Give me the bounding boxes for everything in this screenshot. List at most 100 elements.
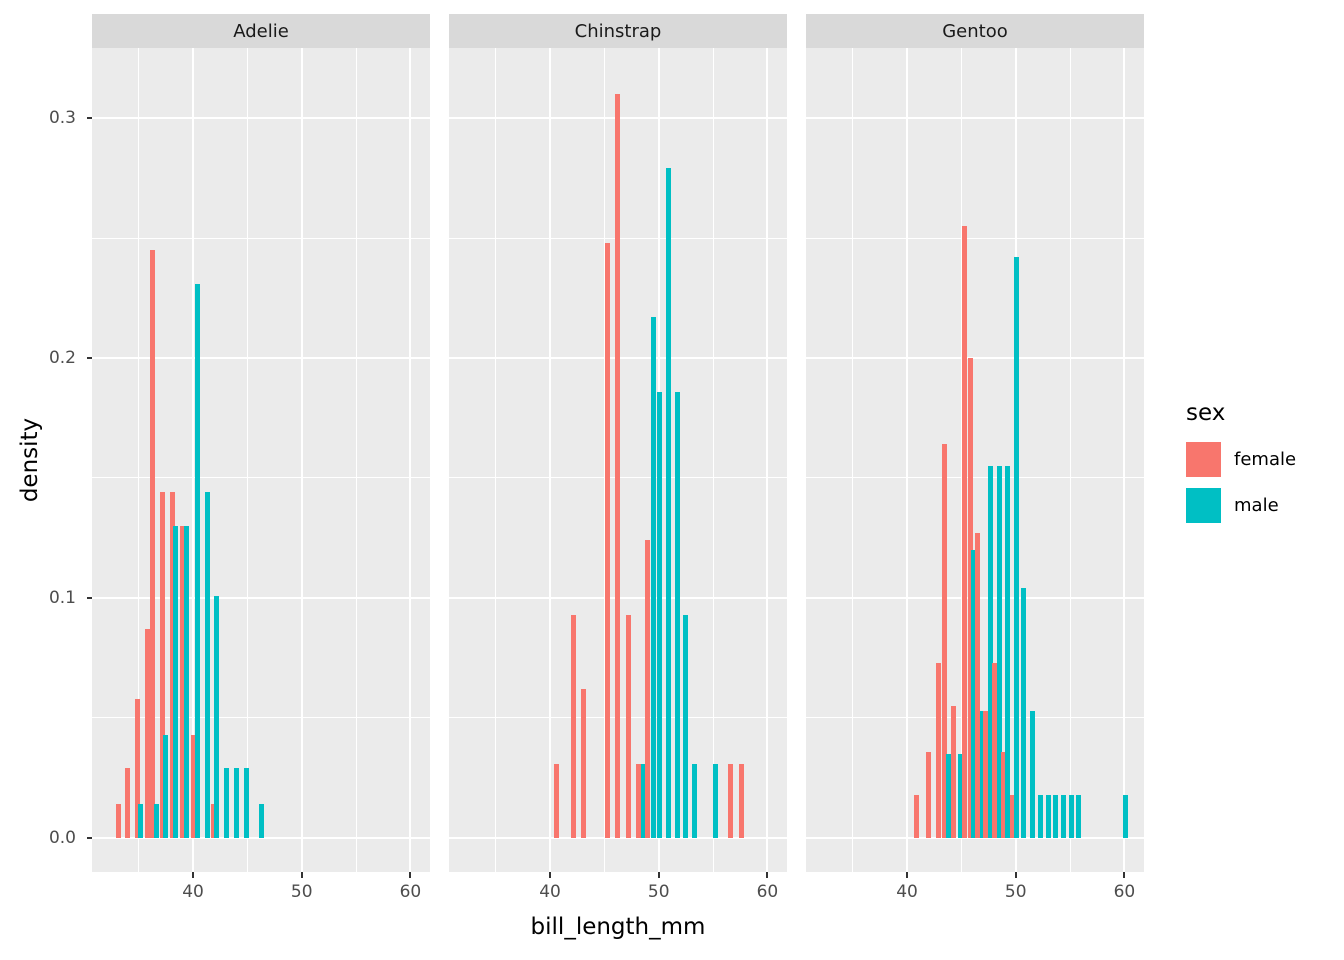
histogram-bar-male xyxy=(259,804,265,838)
legend-entry-male: male xyxy=(1186,488,1336,523)
histogram-bar-male xyxy=(214,595,220,838)
x-tick-mark xyxy=(906,872,909,878)
gridline-minor-x xyxy=(246,48,248,872)
histogram-bar-male xyxy=(1053,794,1059,838)
histogram-bar-male xyxy=(1076,794,1082,838)
gridline-minor-x xyxy=(355,48,357,872)
histogram-bar-female xyxy=(951,705,957,838)
histogram-bar-female xyxy=(645,540,651,838)
x-tick-mark xyxy=(549,872,552,878)
histogram-bar-female xyxy=(635,763,641,838)
histogram-bar-male xyxy=(666,168,672,838)
histogram-bar-female xyxy=(975,533,981,838)
facet-panel-adelie xyxy=(92,48,430,872)
histogram-bar-female xyxy=(1001,751,1007,838)
histogram-bar-male xyxy=(138,804,144,838)
legend-title: sex xyxy=(1186,400,1226,426)
legend-entry-female: female xyxy=(1186,442,1336,477)
histogram-bar-male xyxy=(194,283,200,838)
x-tick-mark xyxy=(192,872,195,878)
x-axis-ticks-chinstrap: 40 50 60 xyxy=(449,872,787,906)
gridline-minor-x xyxy=(495,48,497,872)
gridline-minor-x xyxy=(138,48,140,872)
histogram-bar-male xyxy=(957,753,963,838)
histogram-bar-male xyxy=(641,763,647,838)
histogram-bar-male xyxy=(979,710,985,838)
gridline-minor-x xyxy=(960,48,962,872)
histogram-bar-male xyxy=(674,391,680,838)
x-tick-label: 40 xyxy=(896,882,918,902)
y-tick-mark xyxy=(87,357,92,360)
gridline-major-x xyxy=(1123,48,1126,872)
histogram-bar-male xyxy=(945,753,951,838)
histogram-bar-male xyxy=(1045,794,1051,838)
gridline-major-y xyxy=(449,836,787,839)
gridline-major-y xyxy=(806,357,1144,360)
gridline-major-y xyxy=(92,357,430,360)
histogram-bar-male xyxy=(712,763,718,838)
facet-panel-gentoo xyxy=(806,48,1144,872)
histogram-bar-male xyxy=(1038,794,1044,838)
histogram-bar-male xyxy=(1020,588,1026,838)
histogram-bar-female xyxy=(962,226,968,838)
gridline-minor-x xyxy=(712,48,714,872)
x-tick-mark xyxy=(657,872,660,878)
gridline-major-x xyxy=(300,48,303,872)
legend-label-female: female xyxy=(1234,449,1297,470)
gridline-major-x xyxy=(192,48,195,872)
x-tick-mark xyxy=(766,872,769,878)
gridline-minor-y xyxy=(92,237,430,239)
gridline-major-y xyxy=(806,117,1144,120)
gridline-major-y xyxy=(806,836,1144,839)
x-tick-label: 50 xyxy=(1004,882,1027,902)
histogram-bar-male xyxy=(153,804,159,838)
histogram-bar-male xyxy=(163,734,169,838)
gridline-major-x xyxy=(549,48,552,872)
gridline-major-x xyxy=(906,48,909,872)
gridline-minor-y xyxy=(92,477,430,479)
histogram-bar-female xyxy=(936,662,942,838)
x-tick-mark xyxy=(300,872,303,878)
histogram-bar-female xyxy=(738,763,744,838)
histogram-bar-female xyxy=(125,768,131,838)
histogram-bar-female xyxy=(211,804,217,838)
histogram-bar-male xyxy=(650,317,656,838)
y-axis-ticks: 0.0 0.1 0.2 0.3 xyxy=(0,48,92,872)
histogram-bar-female xyxy=(571,614,577,838)
facet-adelie: Adelie 40 50 60 xyxy=(92,14,430,904)
histogram-bar-male xyxy=(970,549,976,838)
y-tick-mark xyxy=(87,596,92,599)
histogram-bar-male xyxy=(204,492,210,838)
gridline-major-x xyxy=(766,48,769,872)
histogram-bar-female xyxy=(135,698,141,838)
x-tick-label: 60 xyxy=(756,882,779,902)
x-tick-mark xyxy=(409,872,412,878)
histogram-bar-male xyxy=(1068,794,1074,838)
histogram-bar-male xyxy=(657,391,663,838)
histogram-bar-male xyxy=(692,763,698,838)
gridline-minor-x xyxy=(1069,48,1071,872)
x-tick-label: 40 xyxy=(182,882,204,902)
x-tick-mark xyxy=(1014,872,1017,878)
histogram-bar-female xyxy=(941,444,947,838)
histogram-bar-female xyxy=(554,763,560,838)
gridline-minor-x xyxy=(603,48,605,872)
histogram-bar-male xyxy=(1029,710,1035,838)
y-tick-label: 0.2 xyxy=(48,348,76,369)
histogram-bar-female xyxy=(727,763,733,838)
histogram-bar-male xyxy=(1061,794,1067,838)
x-axis-title: bill_length_mm xyxy=(530,914,706,940)
histogram-bar-female xyxy=(605,242,611,838)
gridline-major-y xyxy=(92,117,430,120)
gridline-major-y xyxy=(92,836,430,839)
facet-chinstrap: Chinstrap 40 50 60 xyxy=(449,14,787,904)
histogram-bar-male xyxy=(1004,465,1010,838)
histogram-bar-male xyxy=(996,465,1002,838)
facet-strip-chinstrap: Chinstrap xyxy=(449,14,787,48)
histogram-bar-female xyxy=(115,804,121,838)
legend-label-male: male xyxy=(1234,495,1279,516)
x-tick-label: 60 xyxy=(399,882,422,902)
histogram-bar-female xyxy=(144,629,150,838)
histogram-bar-male xyxy=(1123,794,1129,838)
